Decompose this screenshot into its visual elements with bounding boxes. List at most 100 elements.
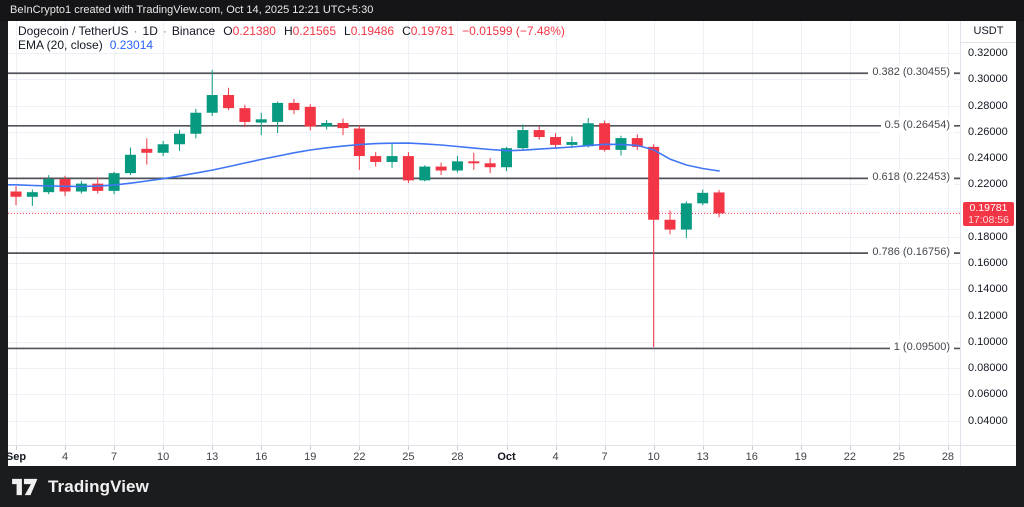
price-tick-label: 0.22000 — [968, 178, 1008, 191]
candle-body — [533, 130, 545, 138]
candle-body — [206, 95, 218, 113]
time-tick-label: 28 — [941, 451, 955, 463]
exchange-label: Binance — [171, 24, 216, 38]
candle — [680, 201, 692, 239]
candle-body — [304, 106, 316, 127]
currency-label: USDT — [961, 21, 1016, 43]
candle — [402, 152, 414, 183]
ohlc-low: L0.19486 — [344, 24, 394, 38]
time-tick-mark — [310, 446, 312, 450]
time-tick-mark — [212, 446, 214, 450]
candle — [697, 189, 709, 206]
candle — [108, 171, 120, 195]
ema-line — [8, 142, 720, 188]
candle-body — [435, 166, 447, 171]
candle-body — [386, 156, 398, 162]
price-tick-label: 0.18000 — [968, 230, 1008, 243]
candle — [321, 119, 333, 130]
candle — [304, 104, 316, 131]
time-tick-mark — [506, 446, 508, 450]
price-tick-label: 0.12000 — [968, 309, 1008, 322]
time-tick-label: 16 — [745, 451, 758, 463]
price-tick-label: 0.26000 — [968, 125, 1008, 138]
candle-body — [566, 142, 578, 145]
open-value: 0.21380 — [232, 24, 276, 38]
price-axis[interactable]: USDT 0.19781 17:08:56 0.32000 0.30000 0.28… — [960, 21, 1016, 466]
time-tick-mark — [261, 446, 263, 450]
time-tick-label: 16 — [255, 451, 268, 463]
candle — [582, 117, 594, 148]
candle-body — [272, 102, 284, 122]
badge-countdown: 17:08:56 — [968, 213, 1009, 226]
candle — [484, 158, 496, 174]
candle-body — [337, 122, 349, 129]
candle-body — [664, 219, 676, 230]
candle — [713, 190, 725, 218]
candle-body — [321, 122, 333, 127]
time-tick-label: 25 — [892, 451, 906, 463]
candle-body — [239, 108, 251, 122]
candle — [370, 152, 382, 167]
candle — [419, 165, 431, 182]
ema-value: 0.23014 — [109, 38, 154, 52]
candle — [141, 138, 153, 165]
chart-panel: 0.382 (0.30455) 0.5 (0.26454) 0.618 (0.224… — [5, 21, 1016, 466]
candle — [288, 98, 300, 115]
time-tick-mark — [359, 446, 361, 450]
fib-level-label: 0.618 (0.22453) — [868, 170, 954, 186]
time-tick-label: 22 — [353, 451, 366, 463]
time-axis[interactable]: Sep 4 7 10 13 16 19 22 25 28 Oct 4 7 10 13 16 19 22 25 28 — [5, 445, 1016, 466]
candle-body — [370, 156, 382, 162]
ema-label: EMA (20, close) — [18, 38, 103, 52]
candle-body — [108, 173, 120, 191]
open-letter: O — [223, 24, 233, 38]
separator-dot: · — [133, 24, 138, 38]
attribution-bar: BeInCrypto1 created with TradingView.com… — [0, 0, 1024, 21]
candle-body — [631, 138, 643, 147]
candle — [533, 126, 545, 140]
time-tick-mark — [800, 446, 802, 450]
time-tick-mark — [16, 446, 17, 450]
candle-body — [75, 183, 87, 192]
ema-row: EMA (20, close) 0.23014 — [18, 38, 565, 52]
time-tick-mark — [555, 446, 557, 450]
time-tick-label: 19 — [304, 451, 317, 463]
candles-layer — [10, 70, 725, 348]
change-value: −0.01599 (−7.48%) — [462, 24, 565, 38]
brand-name: TradingView — [48, 476, 149, 496]
candle-body — [451, 161, 463, 171]
price-tick-label: 0.30000 — [968, 73, 1008, 86]
candle — [550, 133, 562, 149]
time-tick-mark — [457, 446, 459, 450]
candle-body — [582, 123, 594, 147]
candle — [648, 144, 660, 348]
candle-body — [174, 133, 185, 145]
candle-body — [550, 137, 562, 145]
time-tick-label: 28 — [451, 451, 464, 463]
time-tick-label: 4 — [552, 451, 559, 463]
candle — [206, 70, 218, 117]
high-value: 0.21565 — [292, 24, 337, 38]
time-tick-mark — [702, 446, 704, 450]
time-tick-label: 10 — [647, 451, 660, 463]
separator-dot: · — [162, 24, 167, 38]
high-letter: H — [283, 24, 293, 38]
candle — [386, 142, 398, 168]
candle-body — [157, 144, 169, 153]
chart-pane[interactable] — [8, 21, 960, 445]
fib-level-label: 1 (0.09500) — [889, 340, 954, 356]
candle — [190, 108, 202, 139]
candle — [223, 87, 235, 111]
time-tick-mark — [65, 446, 67, 450]
candle-body — [353, 128, 365, 157]
last-price-badge: 0.19781 17:08:56 — [963, 202, 1014, 226]
close-letter: C — [402, 24, 411, 38]
time-tick-label: 7 — [601, 451, 608, 463]
candle-body — [648, 146, 660, 220]
time-tick-label: Sep — [5, 451, 27, 463]
time-tick-mark — [898, 446, 900, 450]
low-value: 0.19486 — [350, 24, 395, 38]
footer-bar: TradingView — [0, 466, 1024, 507]
time-tick-label: Oct — [497, 451, 516, 463]
candle — [435, 162, 447, 176]
